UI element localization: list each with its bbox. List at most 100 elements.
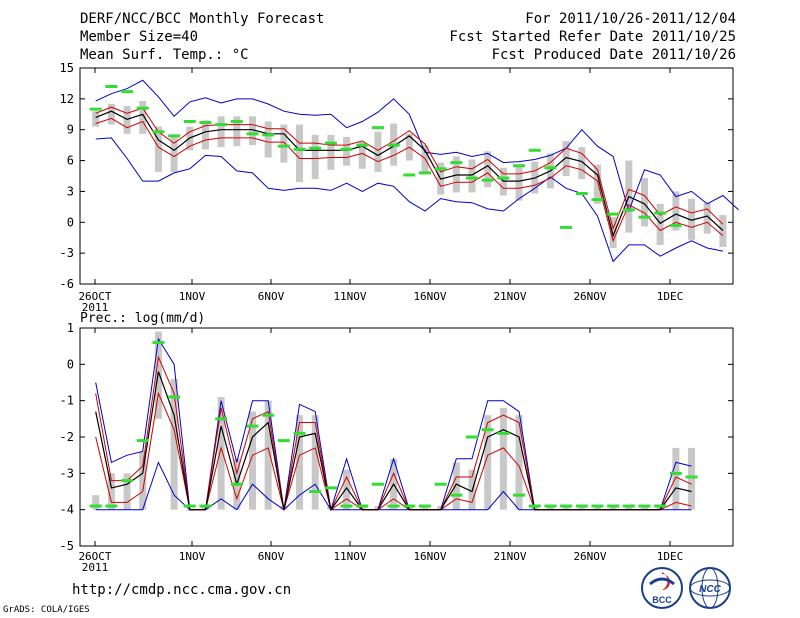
temp-spread-bar [327,134,335,170]
prec-spread-bar [484,415,492,510]
prec-spread-bar [139,451,147,510]
temp-spread-bar [296,124,304,183]
prec-x-tick-label: 1NOV [179,550,206,563]
prec-y-tick-label: -4 [60,503,74,517]
temp-x-tick-label: 11NOV [333,290,366,303]
temp-spread-bar [139,100,147,134]
temp-spread-bar [672,191,680,231]
temp-x-tick-label: 1NOV [179,290,206,303]
temp-y-tick-label: 6 [67,154,74,168]
temp-y-tick-label: 12 [60,92,74,106]
temp-spread-bar [107,104,115,125]
temp-x-tick-label: 26OCT [78,290,111,303]
ncc-logo: NCC [689,567,731,609]
temp-spread-bar [154,126,162,172]
prec-spread-bar [578,506,586,510]
prec-mean-line [95,371,692,512]
chart-title: DERF/NCC/BCC Monthly Forecast [80,11,325,27]
temp-spread-bar [468,159,476,193]
prec-y-tick-label: -1 [60,394,74,408]
temp-spread-bar [233,116,241,147]
prec-spread-bar [515,415,523,510]
temp-spread-bar [249,116,256,146]
prec-spread-bar [672,447,680,510]
temp-y-tick-label: 9 [67,123,74,137]
prec-x-tick-label: 26OCT [78,550,111,563]
prec-x-tick-label: 21NOV [493,550,526,563]
temp-spread-bar [656,203,664,245]
prec-spread-bar [358,506,366,510]
temp-spread-bar [515,164,523,201]
prec-y-tick-label: 0 [67,357,74,371]
source-url[interactable]: http://cmdp.ncc.cma.gov.cn [72,582,292,598]
temp-spread-bar [593,164,601,204]
temp-spread-bar [311,134,319,180]
temp-y-tick-label: -3 [60,246,74,260]
temp-spread-bar [92,111,100,127]
prec-y-tick-label: -5 [60,539,74,553]
temp-spread-bar [217,116,225,148]
temp-mean-minus-sd-line [95,117,724,243]
variable-label: Mean Surf. Temp.: °C [80,47,249,63]
prec-spread-bar [374,506,382,510]
prec-y-tick-label: -3 [60,466,74,480]
temp-spread-bar [484,151,492,188]
prec-x-tick-label: 11NOV [333,550,366,563]
bcc-logo: BCC [641,567,683,609]
temp-y-tick-label: 3 [67,184,74,198]
prec-spread-bar [249,411,256,510]
prec-spread-bar [656,506,664,510]
grads-credit: GrADS: COLA/IGES [3,605,90,615]
prec-panel-title: Prec.: log(mm/d) [80,311,205,326]
bcc-logo-text: BCC [652,595,672,605]
prec-spread-bar [170,378,178,510]
temp-spread-bar [343,136,351,166]
prec-spread-bar [437,506,445,510]
prec-spread-bar [92,495,100,510]
temp-x-year-label: 2011 [82,301,109,314]
temp-spread-bar [688,198,696,240]
temp-spread-bar [703,202,711,234]
prec-spread-bar [562,506,570,510]
prec-spread-bar [123,473,131,510]
member-size: Member Size=40 [80,29,199,45]
prec-x-tick-label: 16NOV [413,550,446,563]
prec-spread-bar [546,506,554,510]
temp-y-tick-label: 15 [60,61,74,75]
prec-spread-bar [264,400,272,510]
prec-spread-bar [107,473,115,510]
prec-spread-bar [625,506,633,510]
temp-min-line [95,137,723,263]
prec-x-tick-label: 6NOV [258,550,285,563]
prec-spread-bar [499,407,507,510]
temp-max-line [95,79,739,213]
temp-y-tick-label: -6 [60,277,74,291]
temp-x-tick-label: 21NOV [493,290,526,303]
prec-x-tick-label: 26NOV [573,550,606,563]
produced-date: Fcst Produced Date 2011/10/26 [491,47,736,63]
prec-spread-bar [217,397,225,510]
ncc-logo-text: NCC [699,584,721,595]
prec-x-year-label: 2011 [82,561,109,574]
prec-spread-bar [296,415,304,510]
prec-y-tick-label: -2 [60,430,74,444]
temp-spread-bar [641,178,648,227]
temp-spread-bar [264,121,272,158]
temp-plot-frame [79,67,734,285]
temp-x-tick-label: 26NOV [573,290,606,303]
temp-x-tick-label: 1DEC [657,290,684,303]
temp-spread-bar [719,215,727,247]
forecast-period: For 2011/10/26-2011/12/04 [525,11,736,27]
temp-spread-bar [374,131,382,172]
prec-y-tick-label: 1 [67,321,74,335]
temp-spread-bar [578,147,586,180]
prec-spread-bar [609,506,617,510]
prec-spread-bar [593,506,601,510]
prec-spread-bar [688,447,696,510]
prec-spread-bar [343,469,351,510]
temp-x-tick-label: 6NOV [258,290,285,303]
prec-spread-bar [405,506,413,510]
prec-spread-bar [641,506,648,510]
temp-spread-bar [609,217,617,248]
